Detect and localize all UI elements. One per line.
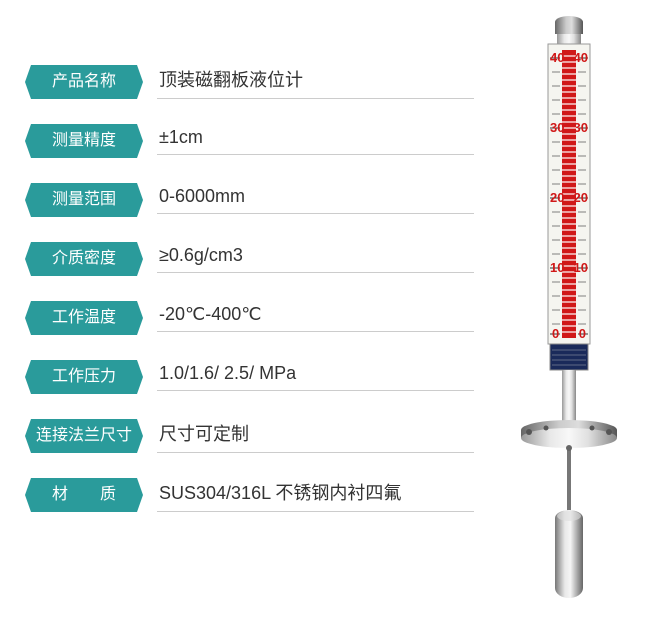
- spec-table: 产品名称顶装磁翻板液位计测量精度 ±1cm 测量范围 0-6000mm 介质密度 ≥0.6…: [0, 0, 474, 632]
- spec-label: 测量范围: [25, 183, 143, 217]
- spec-label-text: 材 质: [25, 478, 143, 512]
- spec-row: 材 质 SUS304/316L 不锈钢内衬四氟: [25, 478, 474, 512]
- spec-value: 1.0/1.6/ 2.5/ MPa: [157, 363, 474, 391]
- product-illustration: 40 40 30 30 20 20 10 10 0 0: [474, 0, 654, 632]
- svg-text:0: 0: [552, 326, 559, 341]
- spec-label-text: 测量范围: [25, 183, 143, 217]
- spec-label: 产品名称: [25, 65, 143, 99]
- spec-row: 工作温度 -20℃-400℃: [25, 301, 474, 335]
- spec-row: 工作压力 1.0/1.6/ 2.5/ MPa: [25, 360, 474, 394]
- spec-value: SUS304/316L 不锈钢内衬四氟: [157, 479, 474, 512]
- svg-text:20: 20: [574, 190, 588, 205]
- spec-row: 测量精度 ±1cm: [25, 124, 474, 158]
- svg-text:30: 30: [550, 120, 564, 135]
- spec-value: ≥0.6g/cm3: [157, 245, 474, 273]
- spec-row: 连接法兰尺寸尺寸可定制: [25, 419, 474, 453]
- spec-label: 工作温度: [25, 301, 143, 335]
- svg-text:40: 40: [574, 50, 588, 65]
- spec-row: 测量范围 0-6000mm: [25, 183, 474, 217]
- spec-value: 0-6000mm: [157, 186, 474, 214]
- spec-value: 尺寸可定制: [157, 420, 474, 453]
- svg-text:30: 30: [574, 120, 588, 135]
- svg-text:0: 0: [579, 326, 586, 341]
- spec-label-text: 连接法兰尺寸: [25, 419, 143, 453]
- spec-label-text: 工作压力: [25, 360, 143, 394]
- spec-label-text: 介质密度: [25, 242, 143, 276]
- spec-value: -20℃-400℃: [157, 304, 474, 332]
- spec-label: 测量精度: [25, 124, 143, 158]
- spec-row: 产品名称顶装磁翻板液位计: [25, 65, 474, 99]
- svg-text:10: 10: [574, 260, 588, 275]
- svg-text:20: 20: [550, 190, 564, 205]
- spec-label-text: 产品名称: [25, 65, 143, 99]
- spec-label: 材 质: [25, 478, 143, 512]
- spec-label: 介质密度: [25, 242, 143, 276]
- spec-label-text: 测量精度: [25, 124, 143, 158]
- spec-value: 顶装磁翻板液位计: [157, 66, 474, 99]
- spec-label: 连接法兰尺寸: [25, 419, 143, 453]
- spec-row: 介质密度 ≥0.6g/cm3: [25, 242, 474, 276]
- svg-text:10: 10: [550, 260, 564, 275]
- spec-label-text: 工作温度: [25, 301, 143, 335]
- spec-label: 工作压力: [25, 360, 143, 394]
- spec-value: ±1cm: [157, 127, 474, 155]
- svg-text:40: 40: [550, 50, 564, 65]
